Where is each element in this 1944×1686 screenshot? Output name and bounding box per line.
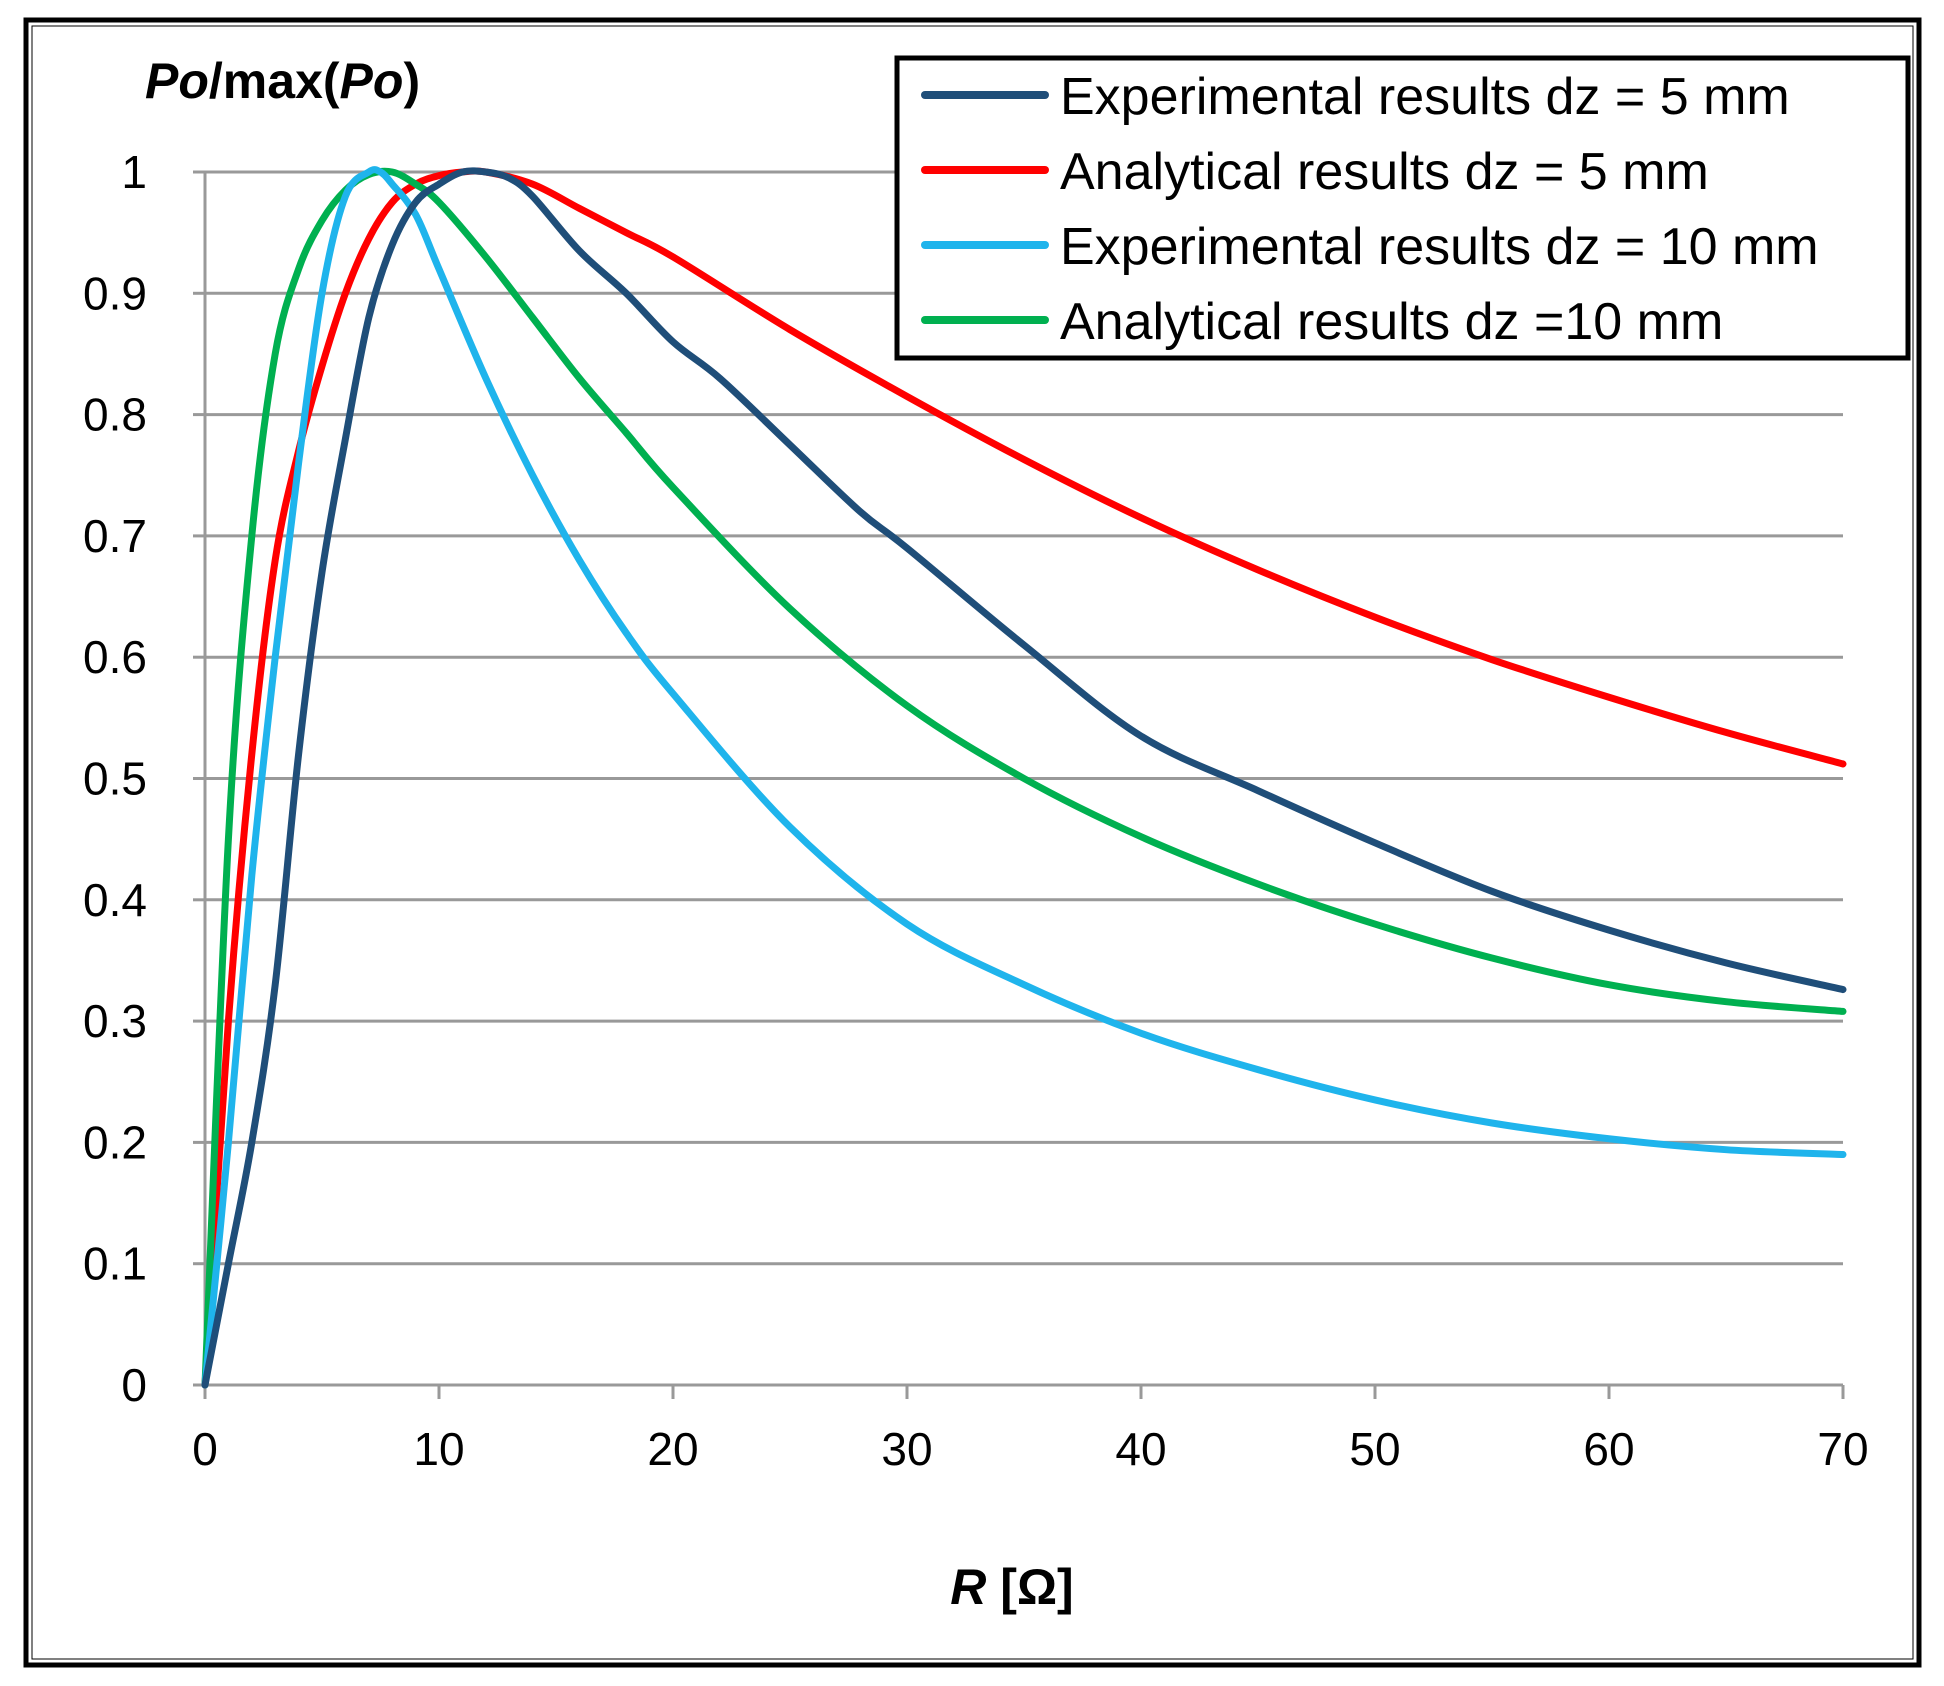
y-tick-label: 0.7 xyxy=(83,510,147,562)
y-axis-title-part1: Po xyxy=(145,53,209,109)
y-tick-label: 0.1 xyxy=(83,1238,147,1290)
x-tick-label: 60 xyxy=(1583,1423,1634,1475)
x-axis-title-part2: [Ω] xyxy=(986,1559,1073,1615)
y-tick-label: 0.2 xyxy=(83,1116,147,1168)
y-tick-label: 0.3 xyxy=(83,995,147,1047)
y-tick-label: 0.9 xyxy=(83,267,147,319)
legend-box xyxy=(894,55,1911,361)
y-tick-label: 1 xyxy=(121,146,147,198)
legend: Experimental results dz = 5 mm Analytica… xyxy=(894,55,1911,361)
series-ana-10mm-line xyxy=(201,167,1847,1389)
x-tick-labels: 0 10 20 30 40 50 60 70 xyxy=(192,1423,1868,1475)
chart-frame-inner xyxy=(31,25,1914,1660)
x-axis-title: R [Ω] xyxy=(950,1559,1073,1615)
x-tick-label: 70 xyxy=(1817,1423,1868,1475)
series-layer xyxy=(201,166,1847,1389)
y-axis-title: Po/max(Po) xyxy=(145,53,420,109)
legend-label-ana-10mm: Analytical results dz =10 mm xyxy=(1060,293,1723,351)
x-tick-label: 40 xyxy=(1115,1423,1166,1475)
legend-label-ana-5mm: Analytical results dz = 5 mm xyxy=(1060,143,1709,201)
x-axis-title-part1: R xyxy=(950,1559,986,1615)
y-tick-label: 0.8 xyxy=(83,389,147,441)
y-tick-label: 0.4 xyxy=(83,874,147,926)
y-tick-label: 0.6 xyxy=(83,631,147,683)
y-axis-title-part4: ) xyxy=(403,53,420,109)
series-exp-5mm-line xyxy=(201,167,1847,1389)
series-ana-5mm-line xyxy=(201,167,1847,1389)
legend-label-exp-10mm: Experimental results dz = 10 mm xyxy=(1060,218,1819,276)
y-tick-label: 0.5 xyxy=(83,753,147,805)
y-tick-labels: 0 0.1 0.2 0.3 0.4 0.5 0.6 0.7 0.8 0.9 1 xyxy=(83,146,147,1411)
x-tick-label: 30 xyxy=(881,1423,932,1475)
x-tick-label: 20 xyxy=(647,1423,698,1475)
y-tick-label: 0 xyxy=(121,1359,147,1411)
series-exp-10mm-line xyxy=(201,166,1847,1389)
x-tick-label: 0 xyxy=(192,1423,218,1475)
y-axis-title-part3: Po xyxy=(340,53,404,109)
y-axis-title-part2: /max( xyxy=(209,53,340,109)
legend-label-exp-5mm: Experimental results dz = 5 mm xyxy=(1060,68,1790,126)
x-tick-label: 10 xyxy=(413,1423,464,1475)
x-tick-label: 50 xyxy=(1349,1423,1400,1475)
